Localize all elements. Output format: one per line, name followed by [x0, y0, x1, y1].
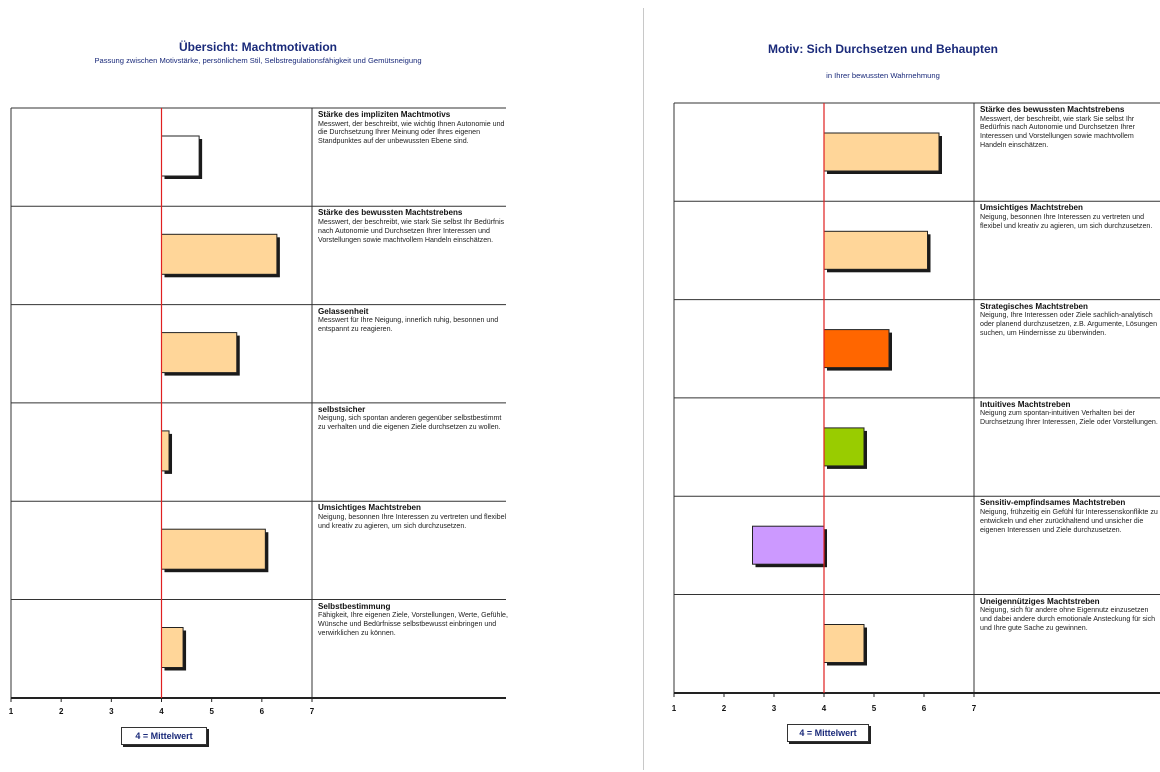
- row-title-right: Sensitiv-empfindsames Machtstreben: [980, 498, 1126, 508]
- x-tick-label-left: 1: [9, 707, 14, 716]
- row-title-right: Stärke des bewussten Machtstrebens: [980, 105, 1125, 114]
- x-tick-label-right: 6: [922, 704, 927, 713]
- bar-right: [752, 525, 825, 565]
- row-description-left: Umsichtiges Machtstreben Neigung, besonne…: [318, 503, 508, 530]
- row-description-left: Selbstbestimmung Fähigkeit, Ihre eigenen …: [318, 602, 508, 638]
- chart-subtitle-right: in Ihrer bewussten Wahrnehmung: [826, 71, 940, 80]
- row-text-right: Neigung, Ihre Interessen oder Ziele sach…: [980, 311, 1158, 337]
- x-tick-label-left: 6: [260, 707, 265, 716]
- row-text-right: Neigung zum spontan-intuitiven Verhalten…: [980, 409, 1158, 427]
- row-description-left: selbstsicher Neigung, sich spontan andere…: [318, 405, 508, 432]
- row-title-left: selbstsicher: [318, 404, 366, 414]
- x-tick-label-right: 2: [722, 704, 727, 713]
- x-tick-label-left: 5: [209, 707, 214, 716]
- row-text-left: Messwert, der beschreibt, wie wichtig Ih…: [318, 119, 505, 146]
- row-text-left: Neigung, besonnen Ihre Interessen zu ver…: [318, 512, 507, 530]
- row-description-right: Umsichtiges Machtstreben Neigung, besonne…: [980, 203, 1160, 230]
- row-description-right: Intuitives Machtstreben Neigung zum spont…: [980, 400, 1160, 427]
- x-tick-label-right: 7: [972, 704, 977, 713]
- chart-title-right: Motiv: Sich Durchsetzen und Behaupten: [767, 42, 998, 56]
- bar-right: [823, 230, 928, 270]
- x-tick-label-right: 4: [822, 704, 827, 713]
- bar-right: [823, 624, 865, 663]
- row-text-right: Messwert, der beschreibt, wie stark Sie …: [980, 114, 1135, 150]
- row-text-right: Neigung, sich für andere ohne Eigennutz …: [980, 606, 1156, 632]
- row-title-right: Intuitives Machtstreben: [980, 399, 1071, 409]
- x-tick-label-left: 7: [310, 707, 315, 716]
- row-text-left: Messwert, der beschreibt, wie stark Sie …: [318, 217, 505, 244]
- x-tick-label-left: 2: [59, 707, 64, 716]
- row-title-right: Uneigennütziges Machtstreben: [980, 596, 1100, 606]
- row-description-right: Sensitiv-empfindsames Machtstreben Neigun…: [980, 498, 1160, 534]
- row-description-right: Uneigennütziges Machtstreben Neigung, sic…: [980, 597, 1160, 633]
- chart-subtitle-left: Passung zwischen Motivstärke, persönlich…: [94, 56, 422, 65]
- row-title-left: Stärke des bewussten Machtstrebens: [318, 208, 463, 218]
- row-title-left: Stärke des impliziten Machtmotivs: [318, 110, 451, 119]
- x-tick-label-right: 5: [872, 704, 877, 713]
- row-title-left: Umsichtiges Machtstreben: [318, 503, 421, 513]
- x-tick-label-right: 3: [772, 704, 777, 713]
- row-text-right: Neigung, frühzeitig ein Gefühl für Inter…: [980, 507, 1158, 534]
- row-description-left: Stärke des impliziten Machtmotivs Messwer…: [318, 110, 508, 146]
- x-tick-label-right: 1: [672, 704, 677, 713]
- row-title-left: Gelassenheit: [318, 306, 369, 316]
- row-text-left: Messwert für Ihre Neigung, innerlich ruh…: [318, 316, 499, 333]
- row-title-left: Selbstbestimmung: [318, 601, 391, 611]
- row-description-right: Strategisches Machtstreben Neigung, Ihre …: [980, 302, 1160, 338]
- row-text-left: Fähigkeit, Ihre eigenen Ziele, Vorstellu…: [318, 611, 508, 637]
- row-title-right: Strategisches Machtstreben: [980, 301, 1088, 311]
- row-description-left: Stärke des bewussten Machtstrebens Messwe…: [318, 208, 508, 244]
- bar-right: [823, 132, 940, 172]
- x-tick-label-left: 4: [159, 707, 164, 716]
- bar-right: [823, 427, 865, 467]
- legend-mean-right: 4 = Mittelwert: [787, 724, 869, 742]
- legend-mean-left: 4 = Mittelwert: [121, 727, 207, 745]
- row-description-right: Stärke des bewussten Machtstrebens Messwe…: [980, 105, 1160, 150]
- bar-left: [161, 332, 238, 374]
- row-description-left: Gelassenheit Messwert für Ihre Neigung, i…: [318, 307, 508, 334]
- chart-title-left: Übersicht: Machtmotivation: [178, 40, 337, 54]
- row-title-right: Umsichtiges Machtstreben: [980, 203, 1083, 213]
- row-text-left: Neigung, sich spontan anderen gegenüber …: [318, 414, 502, 432]
- x-tick-label-left: 3: [109, 707, 114, 716]
- page-divider: [643, 8, 644, 770]
- bar-right: [823, 329, 890, 369]
- row-text-right: Neigung, besonnen Ihre Interessen zu ver…: [980, 212, 1153, 230]
- bar-left: [161, 528, 266, 570]
